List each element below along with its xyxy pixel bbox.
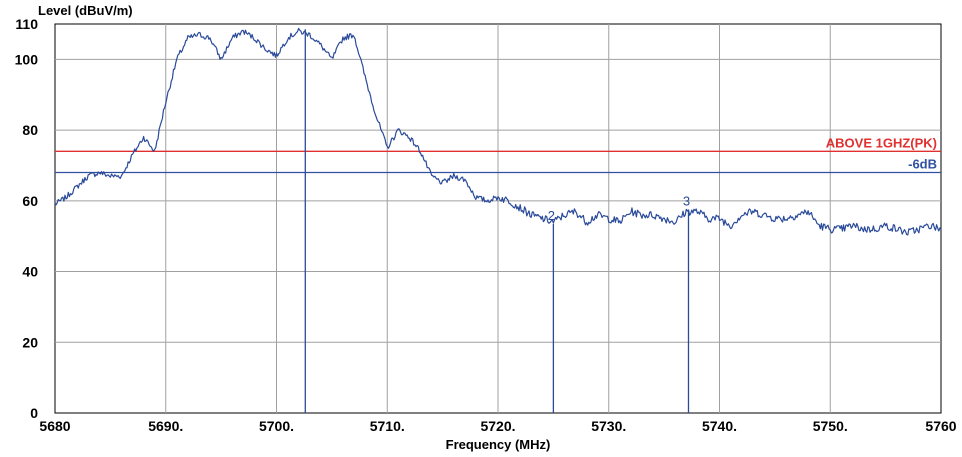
limit-line-label: ABOVE 1GHZ(PK) <box>826 135 937 150</box>
x-axis-label: Frequency (MHz) <box>446 437 551 452</box>
x-tick-label: 5730. <box>591 418 626 434</box>
y-tick-labels: 0 20 40 60 80 100 110 <box>15 16 39 421</box>
x-tick-label: 5680 <box>39 418 70 434</box>
y-axis-label: Level (dBuV/m) <box>38 3 133 18</box>
x-tick-label: 5720. <box>480 418 515 434</box>
grid <box>55 24 941 413</box>
x-tick-label: 5740. <box>702 418 737 434</box>
y-tick-label: 60 <box>22 193 38 209</box>
y-tick-label: 100 <box>15 51 39 67</box>
x-tick-label: 5690. <box>148 418 183 434</box>
y-tick-label: 0 <box>30 405 38 421</box>
limit-lines: ABOVE 1GHZ(PK) -6dB <box>55 135 941 174</box>
y-tick-label: 110 <box>15 16 38 32</box>
markers: 23 <box>304 29 690 413</box>
x-tick-label: 5710. <box>370 418 405 434</box>
x-tick-label: 5750. <box>813 418 848 434</box>
y-tick-label: 20 <box>22 334 38 350</box>
y-tick-label: 40 <box>22 264 38 280</box>
marker-label: 3 <box>683 194 690 209</box>
y-tick-label: 80 <box>22 122 38 138</box>
x-tick-label: 5700. <box>259 418 294 434</box>
marker-label: 2 <box>548 208 555 223</box>
trace-line <box>54 27 942 236</box>
limit-line-label: -6dB <box>908 157 937 172</box>
x-tick-labels: 5680 5690. 5700. 5710. 5720. 5730. 5740. 5750. 5… <box>39 418 956 434</box>
x-tick-label: 5760 <box>925 418 956 434</box>
